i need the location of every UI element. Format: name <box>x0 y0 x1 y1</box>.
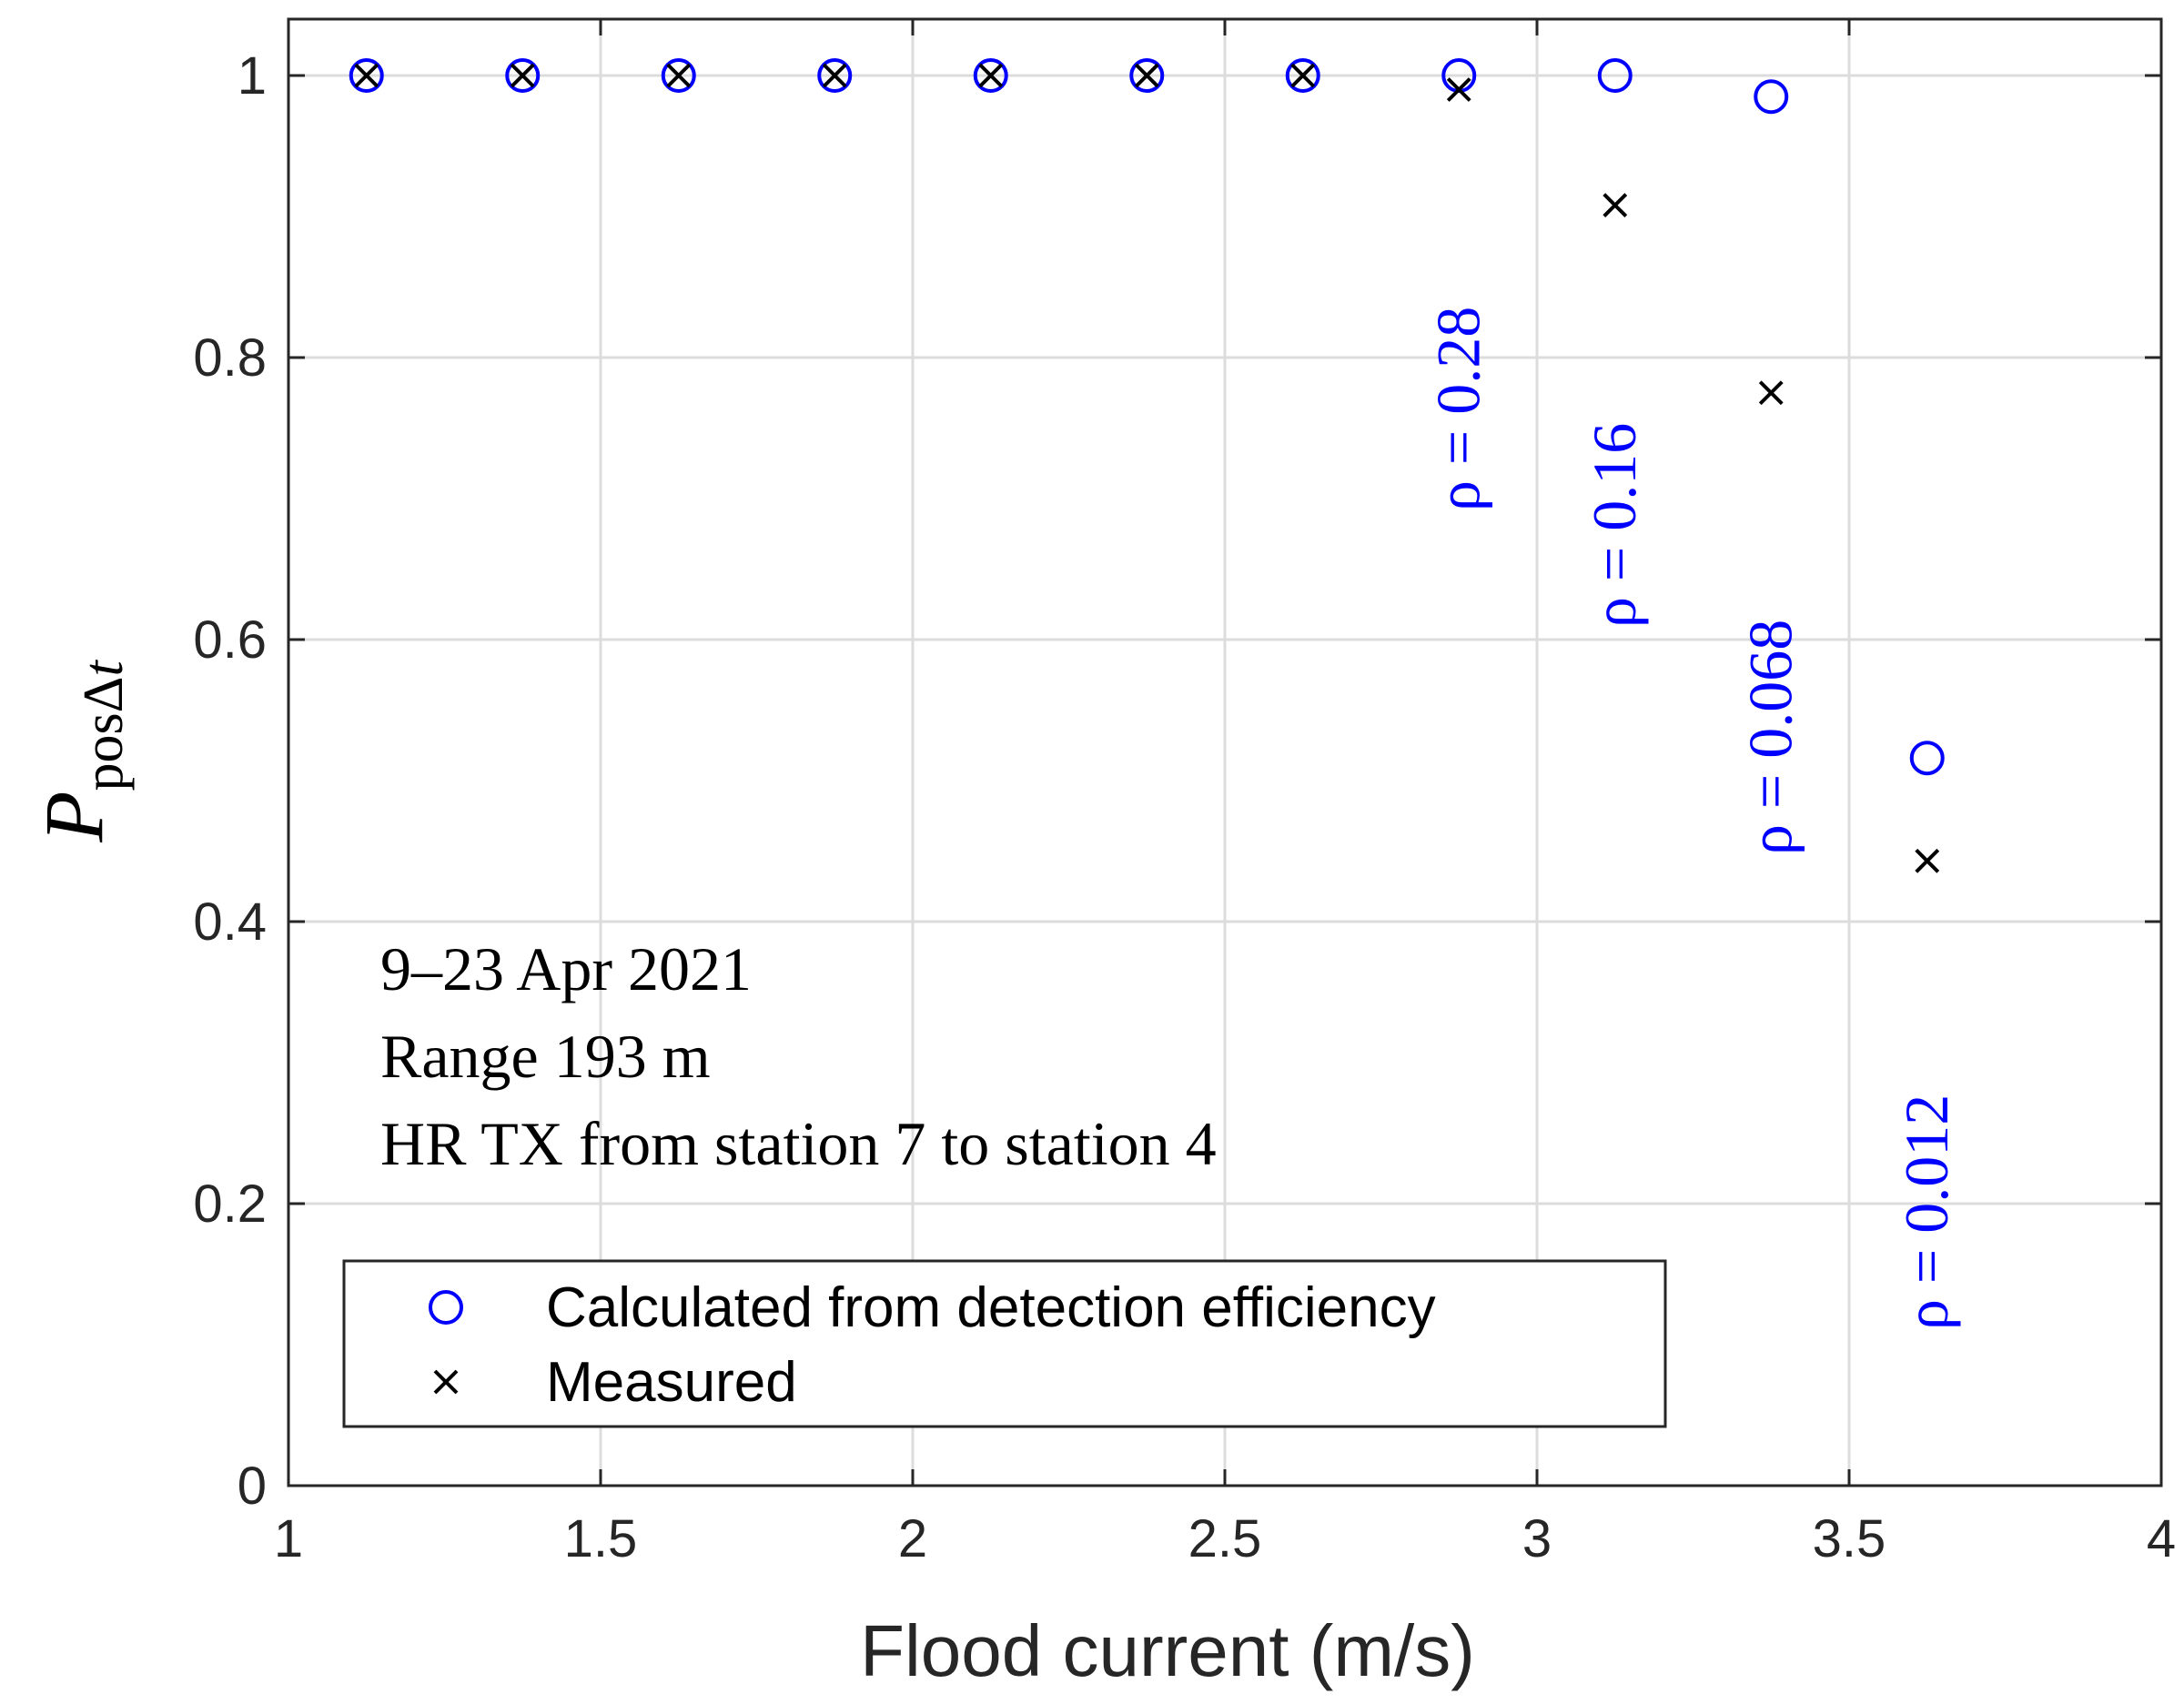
info-text-block: 9–23 Apr 2021 Range 193 m HR TX from sta… <box>380 934 1217 1178</box>
rho-annotations: ρ = 0.28 ρ = 0.16 ρ = 0.068 ρ = 0.012 <box>1423 307 1961 1330</box>
measured-point <box>510 63 535 88</box>
x-axis-label: Flood current (m/s) <box>860 1610 1475 1691</box>
rho-annotation: ρ = 0.068 <box>1735 620 1805 855</box>
x-tick-label: 1.5 <box>564 1509 638 1568</box>
tick-labels: 1 1.5 2 2.5 3 3.5 4 0 0.2 0.4 0.6 0.8 1 <box>193 46 2176 1568</box>
calculated-point <box>1285 58 1320 93</box>
calculated-point <box>505 58 541 93</box>
x-tick-label: 3.5 <box>1813 1509 1886 1568</box>
calculated-point <box>661 58 696 93</box>
measured-point <box>1603 193 1628 218</box>
x-tick-label: 1 <box>274 1509 303 1568</box>
y-tick-label: 0 <box>238 1457 267 1516</box>
calculated-point <box>349 58 384 93</box>
calculated-point <box>1909 741 1945 776</box>
calculated-point <box>1754 79 1789 115</box>
svg-text:PposΔt: PposΔt <box>27 660 135 843</box>
plot-area-frame <box>287 17 2163 1487</box>
y-axis-label: PposΔt <box>27 660 135 843</box>
calculated-point <box>1597 58 1633 93</box>
rho-annotation: ρ = 0.012 <box>1892 1094 1961 1330</box>
data-points <box>349 58 1945 873</box>
legend-label-measured: Measured <box>546 1351 797 1414</box>
rho-annotation: ρ = 0.28 <box>1423 307 1492 511</box>
legend-label-calculated: Calculated from detection efficiency <box>546 1276 1436 1339</box>
x-tick-label: 3 <box>1522 1509 1552 1568</box>
measured-point <box>978 63 1004 88</box>
measured-point <box>1915 848 1940 873</box>
measured-point <box>1290 63 1316 88</box>
legend: Calculated from detection efficiency Mea… <box>342 1259 1667 1428</box>
calculated-point <box>817 58 853 93</box>
measured-point <box>354 63 379 88</box>
y-tick-label: 0.6 <box>193 610 267 670</box>
y-tick-label: 0.4 <box>193 892 267 952</box>
y-axis-label-delta: Δ <box>73 677 135 713</box>
x-tick-label: 2.5 <box>1188 1509 1262 1568</box>
measured-point <box>1446 77 1471 102</box>
legend-marker-measured <box>433 1369 459 1395</box>
y-tick-label: 1 <box>238 46 267 106</box>
info-date-range: 9–23 Apr 2021 <box>380 934 752 1003</box>
y-tick-label: 0.2 <box>193 1175 267 1234</box>
x-tick-label: 2 <box>898 1509 927 1568</box>
measured-point <box>822 63 847 88</box>
calculated-point <box>973 58 1008 93</box>
y-axis-label-main: P <box>27 792 120 843</box>
rho-annotation: ρ = 0.16 <box>1580 423 1649 628</box>
y-tick-label: 0.8 <box>193 328 267 388</box>
info-range: Range 193 m <box>380 1022 711 1091</box>
calculated-point <box>1129 58 1165 93</box>
measured-point <box>1134 63 1159 88</box>
x-tick-label: 4 <box>2147 1509 2176 1568</box>
legend-box <box>342 1259 1667 1428</box>
measured-point <box>666 63 692 88</box>
measured-point <box>1758 380 1784 406</box>
legend-marker-calculated <box>429 1290 463 1325</box>
y-axis-label-t: t <box>73 660 135 677</box>
grid <box>288 19 2161 1486</box>
y-axis-label-sub: pos <box>73 712 135 791</box>
info-transmission: HR TX from station 7 to station 4 <box>380 1109 1217 1178</box>
